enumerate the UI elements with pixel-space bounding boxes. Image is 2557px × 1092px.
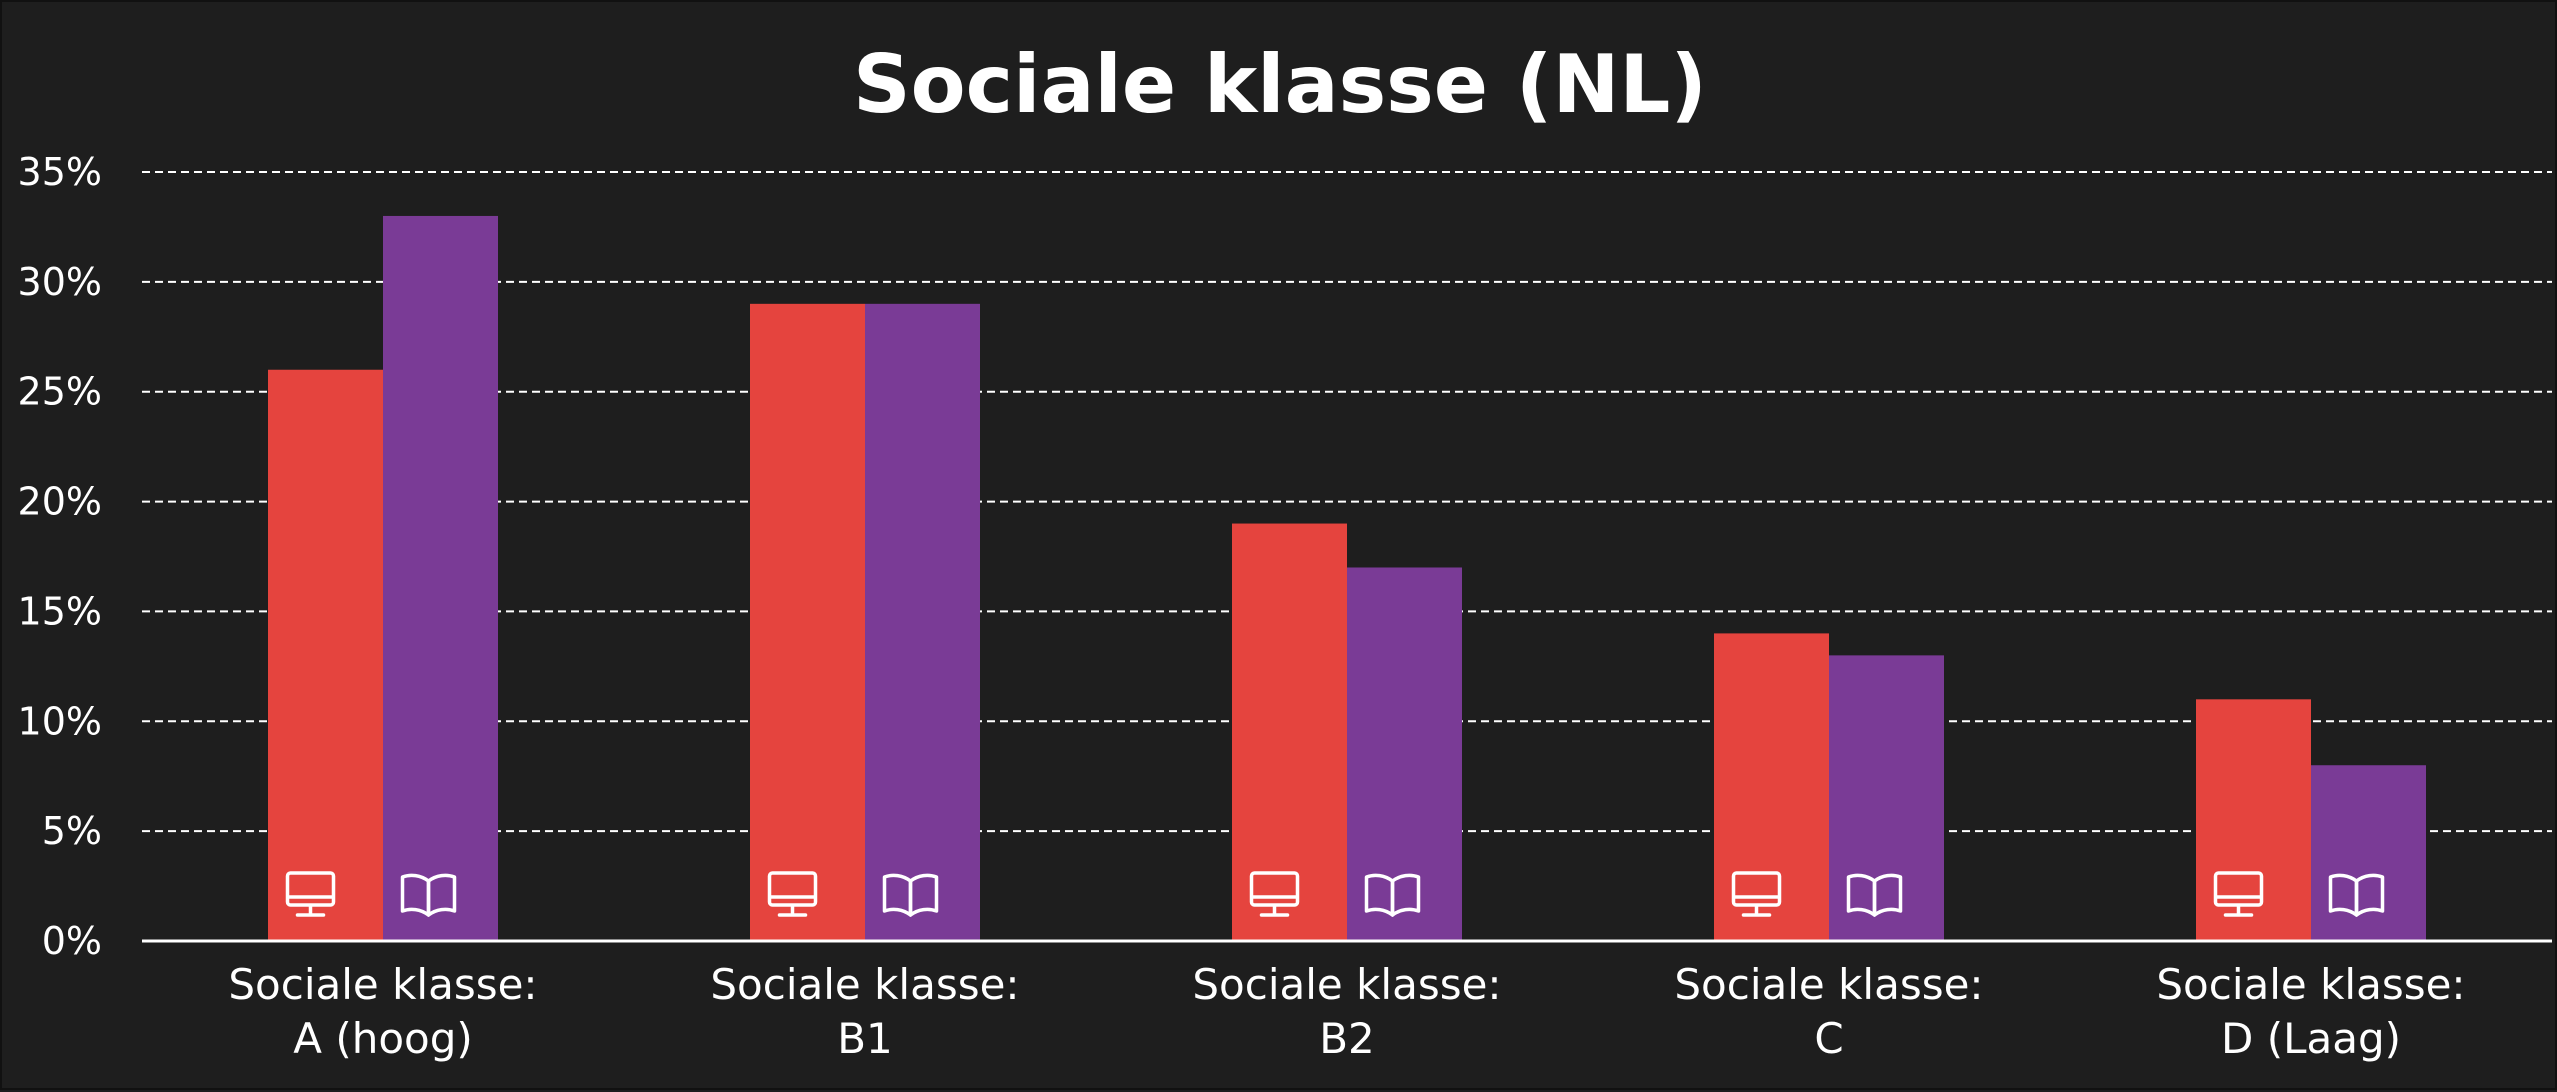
x-category-label: C <box>1814 1014 1843 1063</box>
y-tick-label: 5% <box>42 809 102 853</box>
x-category-label: D (Laag) <box>2221 1014 2401 1063</box>
bar <box>1829 655 1944 941</box>
bar <box>268 369 383 941</box>
bar <box>865 303 980 941</box>
y-tick-label: 15% <box>18 589 102 633</box>
y-tick-label: 25% <box>18 370 102 414</box>
open-book-icon <box>400 873 457 917</box>
y-tick-label: 10% <box>18 699 102 743</box>
y-tick-label: 0% <box>42 919 102 963</box>
x-category-label: B2 <box>1319 1014 1375 1063</box>
y-tick-label: 30% <box>18 260 102 304</box>
y-axis-ticks: 0% 5% 10% 15% 20% 25% 30% 35% <box>18 150 102 963</box>
y-tick-label: 20% <box>18 480 102 524</box>
gridlines <box>142 171 2552 833</box>
open-book-icon <box>882 873 939 917</box>
x-category-label: Sociale klasse: <box>1192 960 1501 1009</box>
monitor-icon <box>1731 871 1782 917</box>
bar <box>1347 567 1462 941</box>
chart-title: Sociale klasse (NL) <box>853 38 1707 131</box>
monitor-icon <box>767 871 818 917</box>
bar <box>1232 523 1347 941</box>
bar <box>1714 633 1829 941</box>
x-category-label: Sociale klasse: <box>228 960 537 1009</box>
monitor-icon <box>1249 871 1300 917</box>
y-tick-label: 35% <box>18 150 102 194</box>
monitor-icon <box>285 871 336 917</box>
open-book-icon <box>1364 873 1421 917</box>
x-axis-categories: Sociale klasse: A (hoog) Sociale klasse: B1… <box>228 960 2465 1063</box>
x-category-label: Sociale klasse: <box>2156 960 2465 1009</box>
bar-icons <box>285 871 2385 917</box>
monitor-icon <box>2213 871 2264 917</box>
x-category-label: B1 <box>837 1014 893 1063</box>
bar <box>750 303 865 941</box>
bar <box>383 215 498 941</box>
bar <box>2311 765 2426 941</box>
open-book-icon <box>1846 873 1903 917</box>
x-category-label: A (hoog) <box>293 1014 473 1063</box>
x-category-label: Sociale klasse: <box>710 960 1019 1009</box>
x-category-label: Sociale klasse: <box>1674 960 1983 1009</box>
open-book-icon <box>2328 873 2385 917</box>
bars <box>268 215 2426 941</box>
